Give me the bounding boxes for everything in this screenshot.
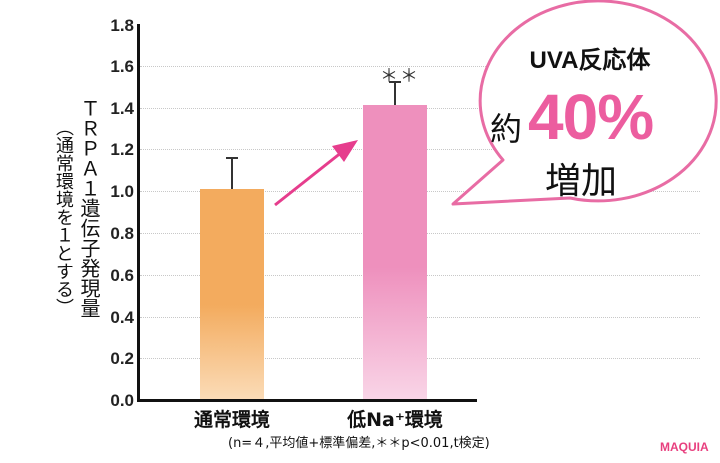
error-cap-lowna xyxy=(389,81,401,83)
ytick: 1.6 xyxy=(110,57,134,76)
x-axis xyxy=(137,399,477,402)
increase-arrow-icon xyxy=(274,140,358,207)
footnote: (n=４,平均値+標準偏差,＊＊p<0.01,t検定) xyxy=(228,436,490,451)
bubble-prefix: 約 xyxy=(490,110,523,148)
ytick: 0.8 xyxy=(110,224,134,243)
x-label-lowna: 低Na⁺環境 xyxy=(347,409,443,431)
y-axis xyxy=(137,24,140,402)
significance-marker: ＊＊ xyxy=(380,66,420,87)
gridline-1.6 xyxy=(140,66,700,67)
ytick: 0.2 xyxy=(110,349,134,368)
ytick: 1.0 xyxy=(110,182,134,201)
bubble-title: UVA反応体 xyxy=(529,47,651,74)
error-cap-normal xyxy=(226,157,238,159)
bubble-increase: 増加 xyxy=(545,161,618,202)
ytick: 0.4 xyxy=(110,308,134,327)
bar-lowna xyxy=(363,105,427,400)
ytick: 1.4 xyxy=(110,99,134,118)
ytick: 0.0 xyxy=(110,391,134,410)
ytick: 1.2 xyxy=(110,140,134,159)
error-bar-lowna xyxy=(394,81,396,105)
bar-normal xyxy=(200,189,264,400)
y-axis-label: ＴＲＰＡ１遺伝子発現量 xyxy=(77,98,101,318)
ytick: 0.6 xyxy=(110,266,134,285)
error-bar-normal xyxy=(231,157,233,189)
x-label-normal: 通常環境 xyxy=(193,409,270,431)
ytick: 1.8 xyxy=(110,16,134,35)
speech-bubble-icon xyxy=(451,0,718,206)
brand-logo: MAQUIA xyxy=(660,440,709,454)
bubble-percent: 40% xyxy=(528,81,654,153)
y-axis-sublabel: （通常環境を１とする） xyxy=(53,118,74,316)
